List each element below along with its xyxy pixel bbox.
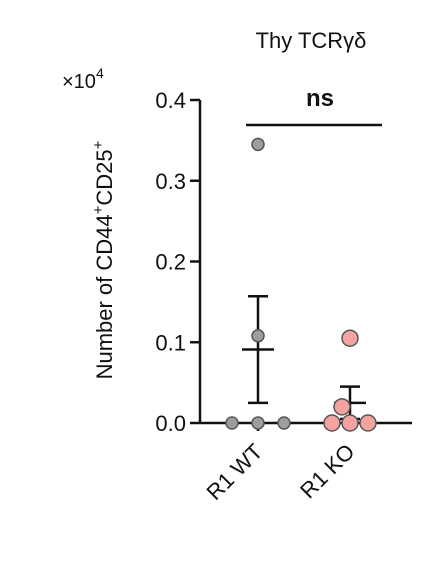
data-point bbox=[251, 329, 265, 343]
axes bbox=[198, 100, 412, 425]
y-tick-label: 0.2 bbox=[155, 250, 186, 275]
y-axis-label: Number of CD44+CD25+ bbox=[90, 140, 117, 379]
data-point bbox=[251, 416, 265, 430]
chart-title: Thy TCRγδ bbox=[256, 28, 367, 53]
data-point bbox=[359, 414, 377, 432]
data-points bbox=[225, 137, 377, 432]
x-tick-label: R1 KO bbox=[295, 439, 359, 503]
y-tick-label: 0.4 bbox=[155, 88, 186, 113]
data-point bbox=[277, 416, 291, 430]
data-point bbox=[341, 329, 359, 347]
y-ticks: 0.0 0.1 0.2 0.3 0.4 bbox=[155, 88, 200, 436]
y-tick-label: 0.3 bbox=[155, 169, 186, 194]
y-tick-label: 0.1 bbox=[155, 330, 186, 355]
y-tick-label: 0.0 bbox=[155, 411, 186, 436]
data-point bbox=[341, 414, 359, 432]
data-point bbox=[225, 416, 239, 430]
axis-multiplier: ×104 bbox=[62, 65, 104, 93]
significance-label: ns bbox=[306, 85, 334, 112]
y-axis-label-sup2: + bbox=[90, 140, 107, 149]
x-tick-labels: R1 WT R1 KO bbox=[201, 423, 360, 505]
y-axis-label-mid: CD25 bbox=[92, 149, 117, 205]
y-axis-label-base: Number of CD44 bbox=[92, 214, 117, 379]
axis-multiplier-exponent: 4 bbox=[96, 65, 104, 81]
data-point bbox=[251, 137, 265, 152]
axis-multiplier-base: ×10 bbox=[62, 71, 96, 93]
y-axis-label-sup1: + bbox=[90, 205, 107, 214]
data-point bbox=[333, 398, 351, 416]
data-point bbox=[323, 414, 341, 432]
x-tick-label: R1 WT bbox=[201, 439, 267, 505]
